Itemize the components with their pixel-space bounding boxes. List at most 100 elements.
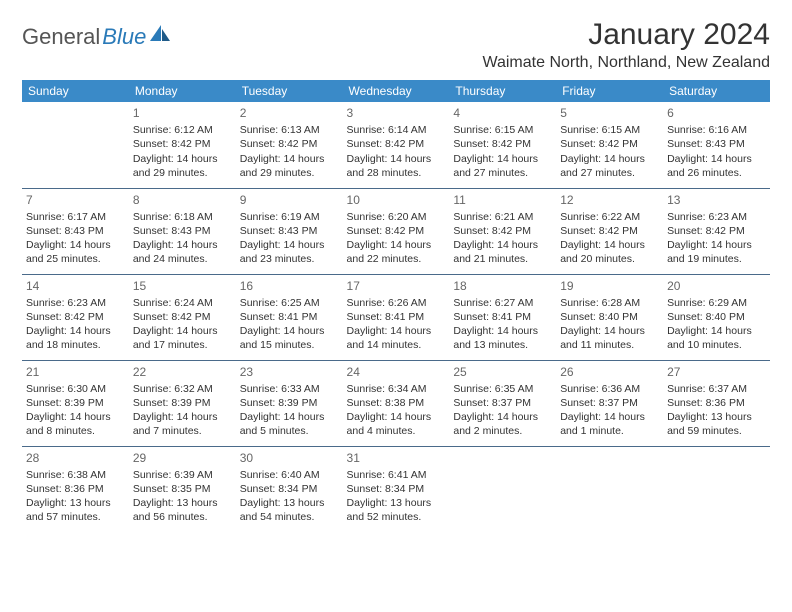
sunset-text: Sunset: 8:34 PM: [240, 482, 339, 496]
calendar-cell: 19Sunrise: 6:28 AMSunset: 8:40 PMDayligh…: [556, 274, 663, 360]
daylight-text: and 19 minutes.: [667, 252, 766, 266]
calendar-cell: 7Sunrise: 6:17 AMSunset: 8:43 PMDaylight…: [22, 188, 129, 274]
calendar-cell: [449, 446, 556, 532]
sunrise-text: Sunrise: 6:41 AM: [347, 468, 446, 482]
calendar-cell: 4Sunrise: 6:15 AMSunset: 8:42 PMDaylight…: [449, 102, 556, 188]
day-number: 4: [453, 105, 552, 121]
calendar-cell: 29Sunrise: 6:39 AMSunset: 8:35 PMDayligh…: [129, 446, 236, 532]
sunset-text: Sunset: 8:38 PM: [347, 396, 446, 410]
daylight-text: Daylight: 13 hours: [667, 410, 766, 424]
calendar-cell: 12Sunrise: 6:22 AMSunset: 8:42 PMDayligh…: [556, 188, 663, 274]
daylight-text: Daylight: 14 hours: [133, 410, 232, 424]
daylight-text: and 54 minutes.: [240, 510, 339, 524]
location-text: Waimate North, Northland, New Zealand: [482, 54, 770, 72]
daylight-text: Daylight: 14 hours: [453, 238, 552, 252]
sunset-text: Sunset: 8:35 PM: [133, 482, 232, 496]
sunset-text: Sunset: 8:34 PM: [347, 482, 446, 496]
daylight-text: Daylight: 14 hours: [667, 238, 766, 252]
sunset-text: Sunset: 8:39 PM: [26, 396, 125, 410]
day-number: 1: [133, 105, 232, 121]
sunrise-text: Sunrise: 6:16 AM: [667, 123, 766, 137]
sail-icon: [150, 25, 172, 48]
day-number: 30: [240, 450, 339, 466]
calendar-cell: 27Sunrise: 6:37 AMSunset: 8:36 PMDayligh…: [663, 360, 770, 446]
sunset-text: Sunset: 8:43 PM: [26, 224, 125, 238]
daylight-text: and 14 minutes.: [347, 338, 446, 352]
daylight-text: Daylight: 14 hours: [133, 238, 232, 252]
calendar-row: 1Sunrise: 6:12 AMSunset: 8:42 PMDaylight…: [22, 102, 770, 188]
calendar-cell: 10Sunrise: 6:20 AMSunset: 8:42 PMDayligh…: [343, 188, 450, 274]
daylight-text: and 2 minutes.: [453, 424, 552, 438]
calendar-cell: 3Sunrise: 6:14 AMSunset: 8:42 PMDaylight…: [343, 102, 450, 188]
sunset-text: Sunset: 8:41 PM: [240, 310, 339, 324]
daylight-text: and 17 minutes.: [133, 338, 232, 352]
calendar-cell: 14Sunrise: 6:23 AMSunset: 8:42 PMDayligh…: [22, 274, 129, 360]
daylight-text: and 11 minutes.: [560, 338, 659, 352]
daylight-text: and 28 minutes.: [347, 166, 446, 180]
daylight-text: and 57 minutes.: [26, 510, 125, 524]
daylight-text: and 27 minutes.: [560, 166, 659, 180]
daylight-text: and 18 minutes.: [26, 338, 125, 352]
calendar-cell: 8Sunrise: 6:18 AMSunset: 8:43 PMDaylight…: [129, 188, 236, 274]
calendar-cell: 25Sunrise: 6:35 AMSunset: 8:37 PMDayligh…: [449, 360, 556, 446]
sunrise-text: Sunrise: 6:27 AM: [453, 296, 552, 310]
day-number: 31: [347, 450, 446, 466]
daylight-text: Daylight: 14 hours: [26, 238, 125, 252]
sunset-text: Sunset: 8:43 PM: [667, 137, 766, 151]
daylight-text: Daylight: 14 hours: [26, 410, 125, 424]
sunrise-text: Sunrise: 6:17 AM: [26, 210, 125, 224]
daylight-text: Daylight: 14 hours: [453, 324, 552, 338]
calendar-cell: 31Sunrise: 6:41 AMSunset: 8:34 PMDayligh…: [343, 446, 450, 532]
weekday-header: Wednesday: [343, 80, 450, 102]
sunrise-text: Sunrise: 6:12 AM: [133, 123, 232, 137]
logo-text-general: General: [22, 24, 100, 50]
calendar-cell: 6Sunrise: 6:16 AMSunset: 8:43 PMDaylight…: [663, 102, 770, 188]
sunrise-text: Sunrise: 6:28 AM: [560, 296, 659, 310]
day-number: 9: [240, 192, 339, 208]
daylight-text: and 13 minutes.: [453, 338, 552, 352]
daylight-text: Daylight: 13 hours: [240, 496, 339, 510]
sunset-text: Sunset: 8:39 PM: [133, 396, 232, 410]
daylight-text: and 7 minutes.: [133, 424, 232, 438]
day-number: 13: [667, 192, 766, 208]
sunset-text: Sunset: 8:42 PM: [347, 137, 446, 151]
sunrise-text: Sunrise: 6:21 AM: [453, 210, 552, 224]
daylight-text: Daylight: 14 hours: [347, 238, 446, 252]
daylight-text: Daylight: 14 hours: [347, 410, 446, 424]
daylight-text: Daylight: 14 hours: [240, 410, 339, 424]
day-number: 17: [347, 278, 446, 294]
sunset-text: Sunset: 8:42 PM: [133, 137, 232, 151]
calendar-row: 7Sunrise: 6:17 AMSunset: 8:43 PMDaylight…: [22, 188, 770, 274]
logo: General Blue: [22, 24, 172, 50]
calendar-cell: 24Sunrise: 6:34 AMSunset: 8:38 PMDayligh…: [343, 360, 450, 446]
day-number: 16: [240, 278, 339, 294]
daylight-text: Daylight: 14 hours: [26, 324, 125, 338]
sunrise-text: Sunrise: 6:30 AM: [26, 382, 125, 396]
sunset-text: Sunset: 8:37 PM: [453, 396, 552, 410]
calendar-cell: 16Sunrise: 6:25 AMSunset: 8:41 PMDayligh…: [236, 274, 343, 360]
day-number: 6: [667, 105, 766, 121]
daylight-text: Daylight: 13 hours: [133, 496, 232, 510]
daylight-text: Daylight: 14 hours: [240, 238, 339, 252]
title-block: January 2024 Waimate North, Northland, N…: [482, 18, 770, 72]
daylight-text: Daylight: 14 hours: [347, 324, 446, 338]
calendar-cell: 5Sunrise: 6:15 AMSunset: 8:42 PMDaylight…: [556, 102, 663, 188]
sunrise-text: Sunrise: 6:32 AM: [133, 382, 232, 396]
daylight-text: Daylight: 13 hours: [26, 496, 125, 510]
calendar-cell: [663, 446, 770, 532]
sunset-text: Sunset: 8:42 PM: [560, 224, 659, 238]
sunset-text: Sunset: 8:37 PM: [560, 396, 659, 410]
daylight-text: and 20 minutes.: [560, 252, 659, 266]
day-number: 23: [240, 364, 339, 380]
sunset-text: Sunset: 8:43 PM: [133, 224, 232, 238]
day-number: 3: [347, 105, 446, 121]
day-number: 29: [133, 450, 232, 466]
daylight-text: Daylight: 14 hours: [347, 152, 446, 166]
weekday-header: Friday: [556, 80, 663, 102]
sunset-text: Sunset: 8:42 PM: [26, 310, 125, 324]
header: General Blue January 2024 Waimate North,…: [22, 18, 770, 72]
weekday-header-row: Sunday Monday Tuesday Wednesday Thursday…: [22, 80, 770, 102]
daylight-text: and 29 minutes.: [240, 166, 339, 180]
sunrise-text: Sunrise: 6:13 AM: [240, 123, 339, 137]
day-number: 25: [453, 364, 552, 380]
